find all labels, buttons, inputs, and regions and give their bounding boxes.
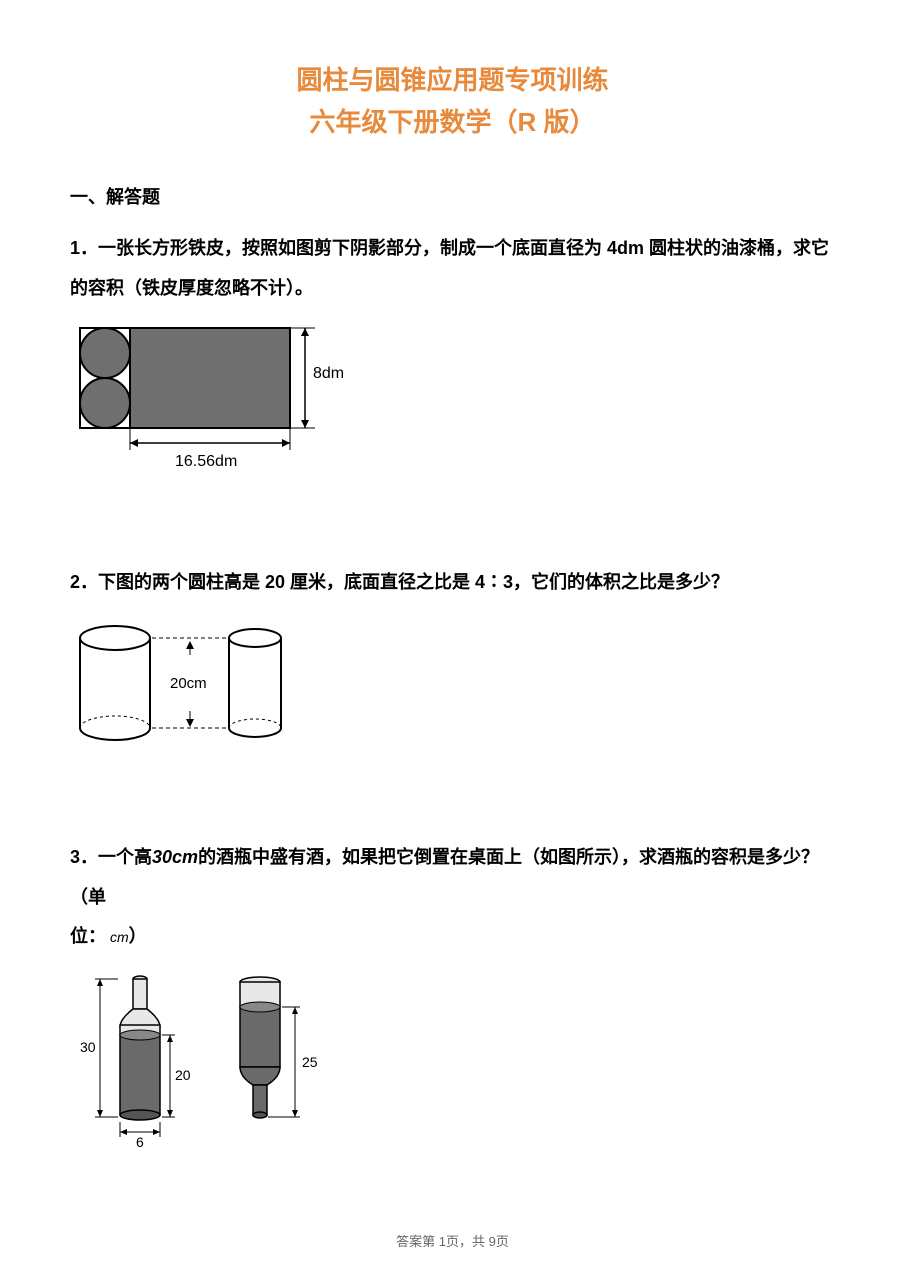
section-heading: 一、解答题 [70,183,835,209]
q3-svg: 30 20 6 [70,967,360,1147]
q1-svg: 8dm 16.56dm [70,318,350,478]
question-2: 2．下图的两个圆柱高是 20 厘米，底面直径之比是 4∶3，它们的体积之比是多少… [70,563,835,758]
q3-heightval: 30cm [152,847,198,867]
question-3: 3．一个高30cm的酒瓶中盛有酒，如果把它倒置在桌面上（如图所示），求酒瓶的容积… [70,838,835,1152]
question-1: 1．一张长方形铁皮，按照如图剪下阴影部分，制成一个底面直径为 4dm 圆柱状的油… [70,229,835,483]
q3-number: 3． [70,847,98,867]
q3-part3: 位： [70,926,106,946]
q3-unit: cm [110,929,129,945]
q2-height-label: 20cm [170,675,207,692]
q1-body: 一张长方形铁皮，按照如图剪下阴影部分，制成一个底面直径为 4dm 圆柱状的油漆桶… [70,238,829,298]
q3-label-6: 6 [136,1134,144,1147]
title-line-2: 六年级下册数学（R 版） [70,102,835,144]
question-1-figure: 8dm 16.56dm [70,318,835,483]
q1-width-label: 16.56dm [175,453,237,470]
q3-part4: ） [129,926,147,946]
question-3-text: 3．一个高30cm的酒瓶中盛有酒，如果把它倒置在桌面上（如图所示），求酒瓶的容积… [70,838,835,917]
question-2-text: 2．下图的两个圆柱高是 20 厘米，底面直径之比是 4∶3，它们的体积之比是多少… [70,563,835,603]
page-footer: 答案第 1页，共 9页 [0,1231,905,1250]
question-2-figure: 20cm [70,613,835,758]
question-1-text: 1．一张长方形铁皮，按照如图剪下阴影部分，制成一个底面直径为 4dm 圆柱状的油… [70,229,835,308]
q3-part1: 一个高 [98,847,152,867]
q1-number: 1． [70,238,98,258]
title-line-1: 圆柱与圆锥应用题专项训练 [70,60,835,102]
question-3-text-line2: 位：cm） [70,917,835,957]
q3-label-25: 25 [302,1054,318,1070]
q3-label-20: 20 [175,1067,191,1083]
q2-body: 下图的两个圆柱高是 20 厘米，底面直径之比是 4∶3，它们的体积之比是多少？ [98,572,729,592]
title-block: 圆柱与圆锥应用题专项训练 六年级下册数学（R 版） [70,60,835,143]
q1-height-label: 8dm [313,365,344,382]
q3-label-30: 30 [80,1039,96,1055]
question-3-figure: 30 20 6 [70,967,835,1152]
q2-number: 2． [70,572,98,592]
q2-svg: 20cm [70,613,300,753]
